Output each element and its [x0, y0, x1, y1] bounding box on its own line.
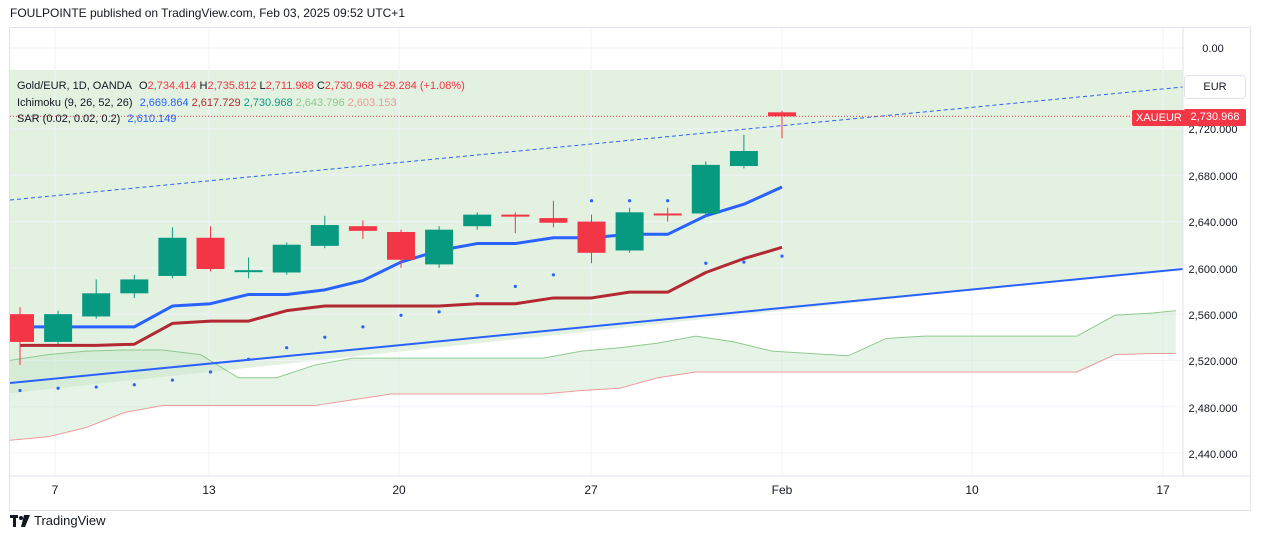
publish-header: FOULPOINTE published on TradingView.com,…: [10, 6, 405, 20]
candle-body: [539, 218, 568, 223]
x-tick-label: 7: [52, 483, 59, 497]
legend-ichimoku-row[interactable]: Ichimoku (9, 26, 52, 26) 2,669.864 2,617…: [17, 95, 465, 112]
footer: TradingView: [10, 513, 106, 528]
candle-body: [82, 293, 111, 317]
candle-body: [387, 231, 415, 260]
candle-body: [768, 112, 796, 117]
sar-dot: [475, 294, 479, 298]
legend-change: +29.284 (+1.08%): [376, 80, 465, 92]
legend-close-label: C: [316, 80, 325, 92]
sar-dot: [437, 310, 441, 314]
sar-dot: [170, 378, 174, 382]
sar-dot: [551, 273, 556, 277]
legend-sar-label: SAR (0.02, 0.02, 0.2): [17, 113, 121, 125]
sar-dot: [323, 335, 327, 339]
sar-dot: [780, 254, 784, 258]
legend-sar-value: 2,610.149: [127, 113, 177, 125]
ichimoku-base-line: [20, 245, 783, 347]
trendline-dashed: [10, 86, 1183, 201]
legend-ichimoku-span-a: 2,643.796: [295, 96, 345, 109]
sar-dot: [742, 260, 746, 264]
candle-body: [234, 270, 263, 273]
x-tick-label: 17: [1156, 483, 1170, 497]
sar-dot: [628, 199, 632, 203]
sar-dot: [399, 313, 403, 317]
y-tick-label: 2,640.000: [1189, 217, 1238, 229]
currency-selector[interactable]: EUR: [1184, 75, 1246, 99]
sar-dot: [132, 383, 136, 387]
legend-open-label: O: [138, 80, 148, 92]
x-tick-label: 13: [202, 483, 216, 497]
sar-dot: [285, 346, 289, 350]
candle-body: [272, 244, 301, 273]
trendline-solid: [10, 268, 1183, 384]
candle-body: [577, 221, 606, 253]
candle-body: [425, 229, 454, 265]
candle-body: [615, 212, 644, 251]
candle-body: [691, 164, 720, 214]
legend-close: 2,730.968: [324, 80, 374, 92]
candle-body: [729, 150, 758, 167]
legend-ichimoku-span-b: 2,603.153: [347, 96, 397, 109]
sar-dot: [361, 325, 365, 329]
legend-ichimoku-conversion: 2,669.864: [139, 96, 189, 109]
candle-body: [44, 314, 73, 342]
y-tick-label: 2,440.000: [1189, 449, 1238, 461]
sar-dot: [704, 261, 708, 265]
legend-symbol: Gold/EUR, 1D, OANDA: [17, 80, 132, 92]
sar-dot: [56, 386, 60, 390]
sar-dot: [247, 357, 251, 361]
y-tick-label: 0.00: [1202, 43, 1223, 55]
x-tick-label: Feb: [772, 483, 793, 497]
candle-body: [196, 237, 225, 270]
sar-dot: [94, 385, 98, 389]
candle-body: [653, 213, 682, 216]
sar-dot: [208, 370, 213, 374]
sar-dot: [589, 199, 594, 203]
chart-frame[interactable]: [9, 27, 1251, 511]
y-tick-label: 2,680.000: [1189, 171, 1238, 183]
sar-dot: [513, 284, 517, 288]
candle-body: [158, 237, 187, 276]
candle-body: [310, 225, 339, 246]
legend-ichimoku-label: Ichimoku (9, 26, 52, 26): [17, 96, 133, 109]
tradingview-logo-icon: [10, 514, 30, 527]
x-tick-label: 20: [392, 483, 406, 497]
sar-dot: [18, 388, 22, 393]
legend-high: 2,735.812: [207, 80, 257, 92]
symbol-price-tag: XAUEUR: [1132, 110, 1186, 126]
candle-body: [501, 214, 530, 217]
legend-open: 2,734.414: [147, 80, 197, 92]
x-tick-label: 27: [584, 483, 598, 497]
candle-body: [10, 314, 34, 342]
sar-dot: [666, 199, 670, 203]
candle-body: [348, 226, 377, 231]
ichimoku-cloud: [10, 310, 1176, 441]
legend-low-label: L: [259, 80, 266, 92]
footer-brand: TradingView: [34, 513, 106, 528]
legend-sar-row[interactable]: SAR (0.02, 0.02, 0.2) 2,610.149: [17, 111, 465, 128]
chart-legend: Gold/EUR, 1D, OANDA O2,734.414 H2,735.81…: [17, 78, 465, 128]
candle-body: [120, 279, 149, 294]
y-tick-label: 2,520.000: [1189, 356, 1238, 368]
y-tick-label: 2,720.000: [1189, 124, 1238, 136]
legend-low: 2,711.988: [265, 80, 314, 92]
legend-ichimoku-lagging: 2,730.968: [243, 96, 293, 109]
legend-high-label: H: [199, 80, 208, 92]
y-tick-label: 2,480.000: [1189, 403, 1238, 415]
ichimoku-span-a-line: [10, 310, 1176, 379]
last-price-tag: 2,730.968: [1184, 109, 1246, 126]
candle-body: [463, 214, 492, 227]
y-tick-label: 2,600.000: [1189, 264, 1238, 276]
x-tick-label: 10: [965, 483, 979, 497]
legend-ichimoku-base: 2,617.729: [191, 96, 241, 109]
legend-ohlc-row: Gold/EUR, 1D, OANDA O2,734.414 H2,735.81…: [17, 78, 465, 95]
y-tick-label: 2,560.000: [1189, 310, 1238, 322]
ichimoku-span-b-line: [10, 352, 1176, 441]
